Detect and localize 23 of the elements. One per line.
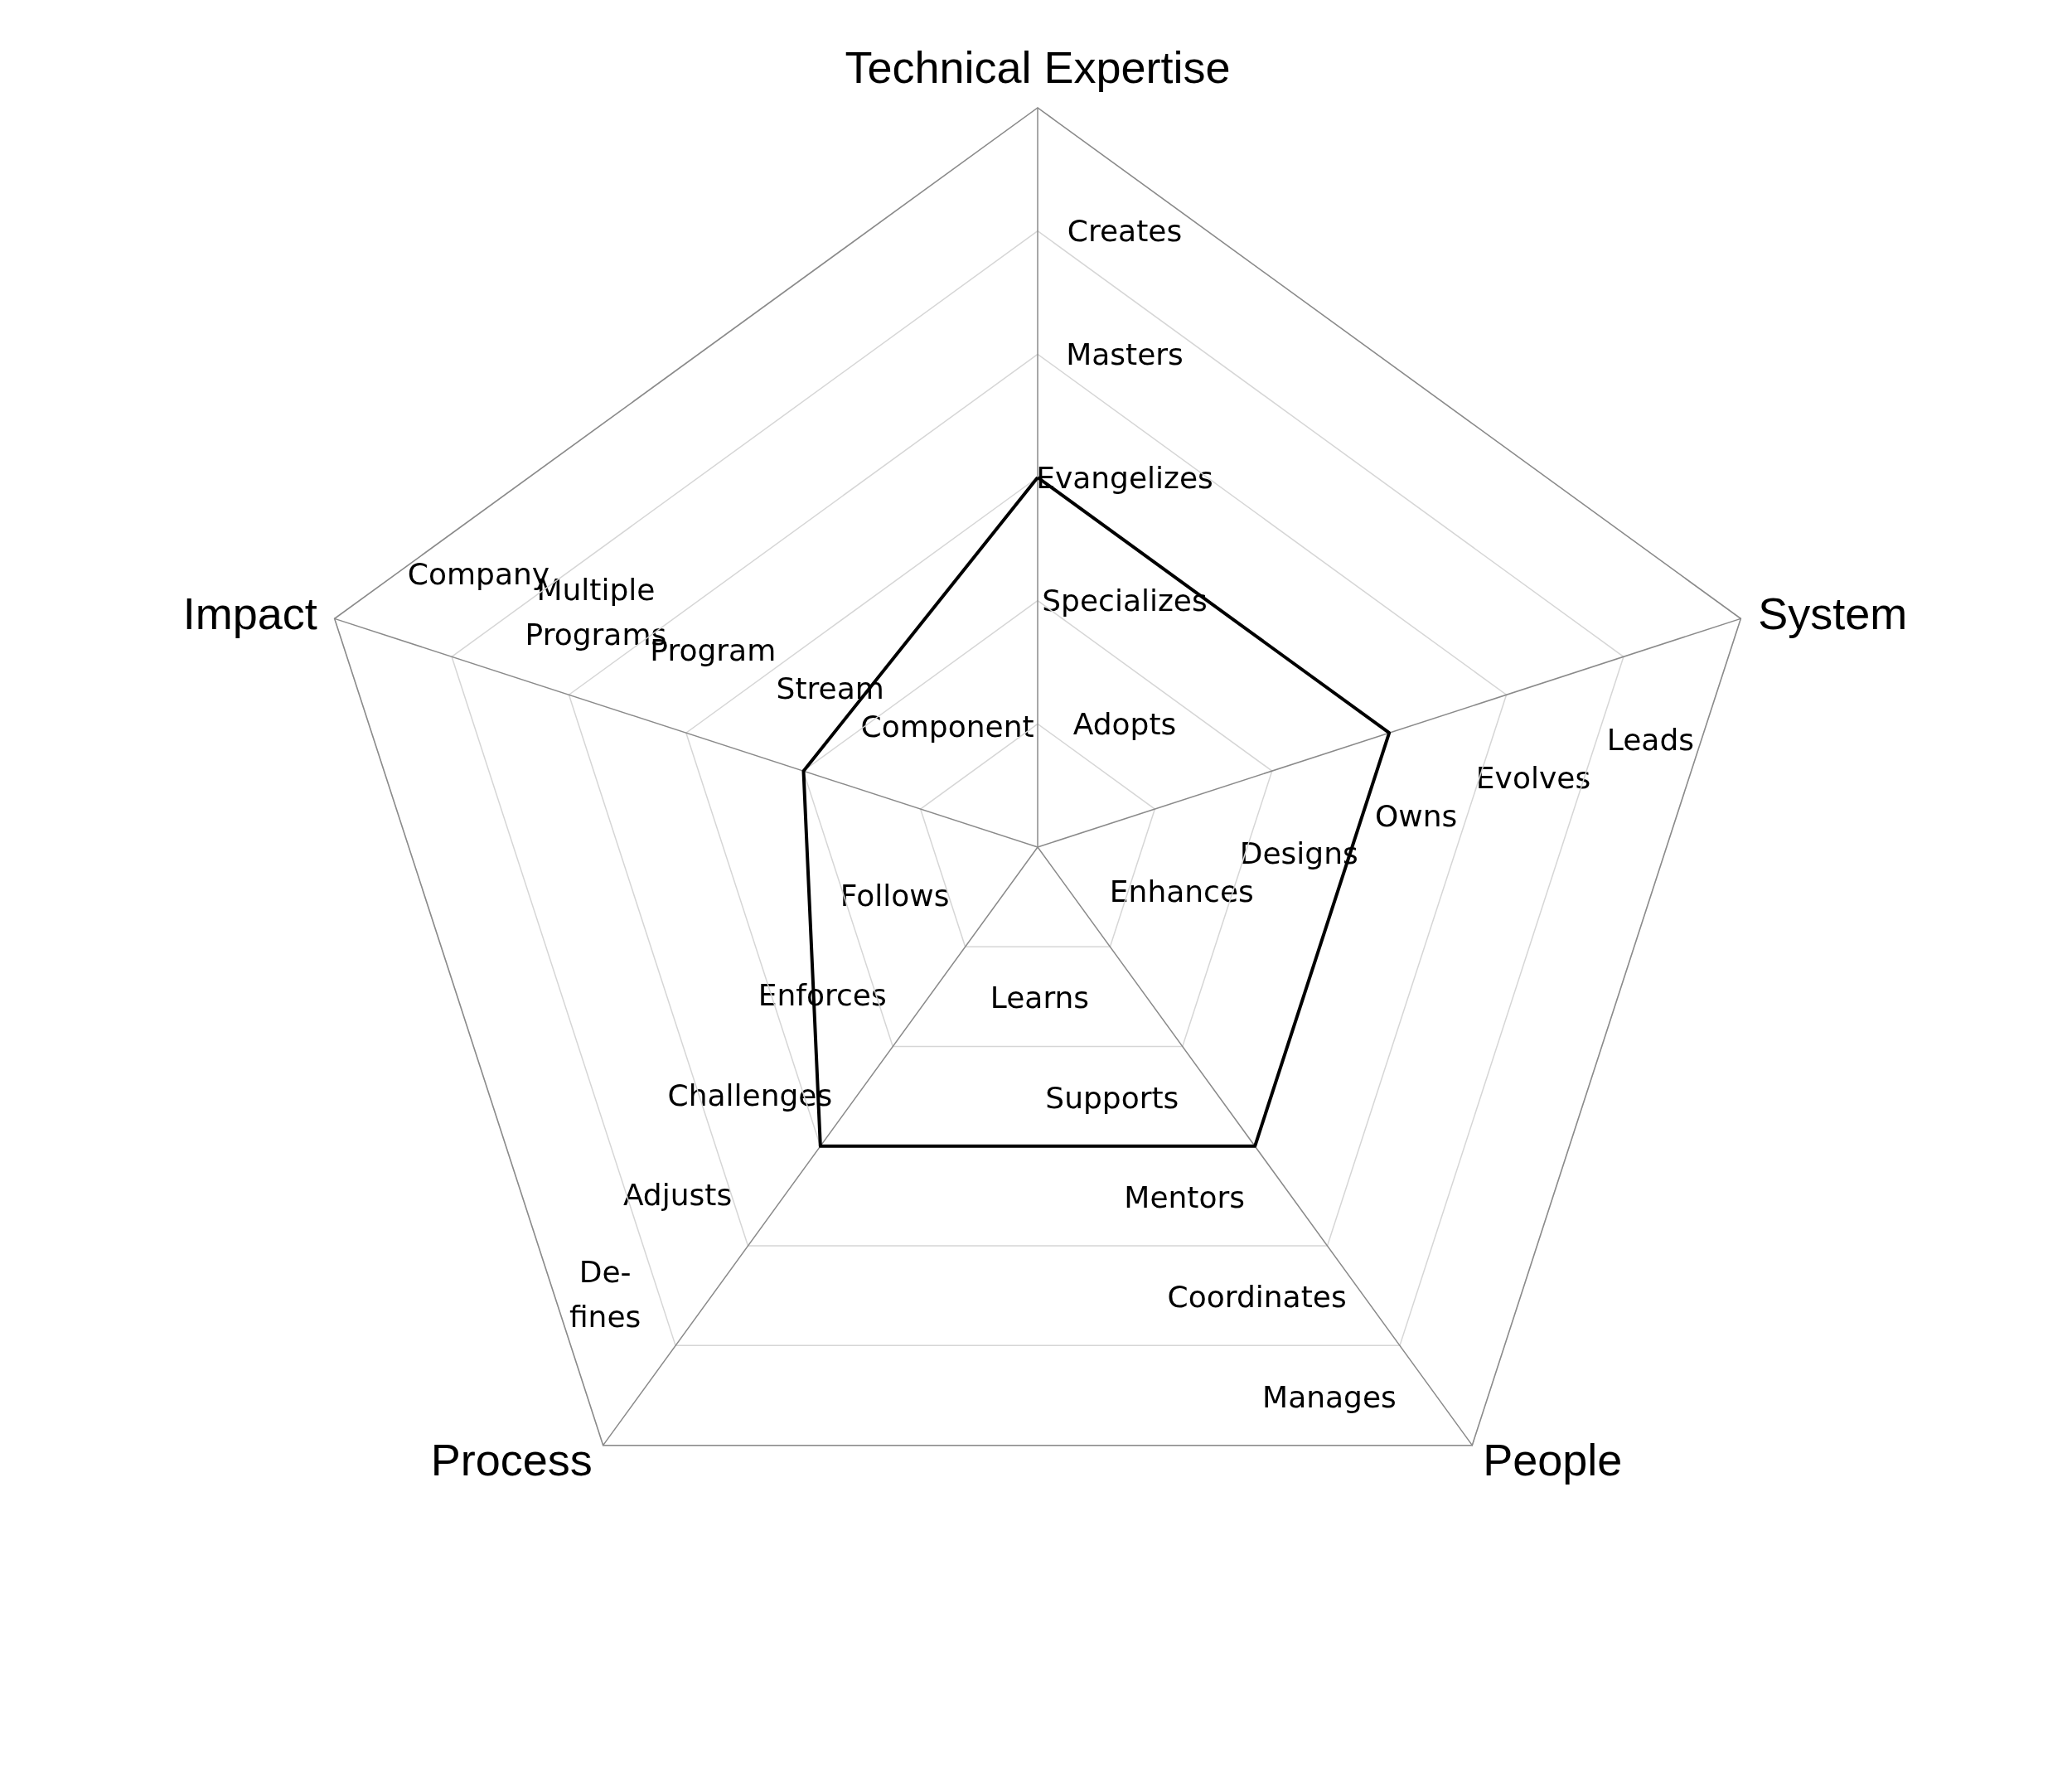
text: Evangelizes xyxy=(1036,460,1213,495)
text: Follows xyxy=(840,879,950,913)
text: Leads xyxy=(1606,722,1695,757)
text: De- fines xyxy=(569,1255,641,1334)
spoke-label: People xyxy=(1483,1435,1623,1485)
text: Masters xyxy=(1066,337,1184,371)
text: Manages xyxy=(1262,1379,1397,1414)
spoke-label: Technical Expertise xyxy=(845,42,1231,92)
text: Owns xyxy=(1374,798,1458,833)
text: Adjusts xyxy=(622,1177,733,1212)
spoke-label: Impact xyxy=(182,588,317,638)
spoke-label: Process xyxy=(430,1435,593,1485)
text: Specializes xyxy=(1042,584,1208,618)
text: Evolves xyxy=(1475,760,1591,795)
text: Component xyxy=(860,709,1034,744)
text: Creates xyxy=(1067,214,1183,249)
text: Learns xyxy=(990,981,1090,1015)
text: Enhances xyxy=(1109,874,1254,909)
text: Supports xyxy=(1045,1080,1179,1115)
text: Coordinates xyxy=(1167,1280,1347,1315)
text: Mentors xyxy=(1124,1180,1246,1215)
spoke-label: System xyxy=(1758,588,1908,638)
text: Adopts xyxy=(1072,706,1177,741)
